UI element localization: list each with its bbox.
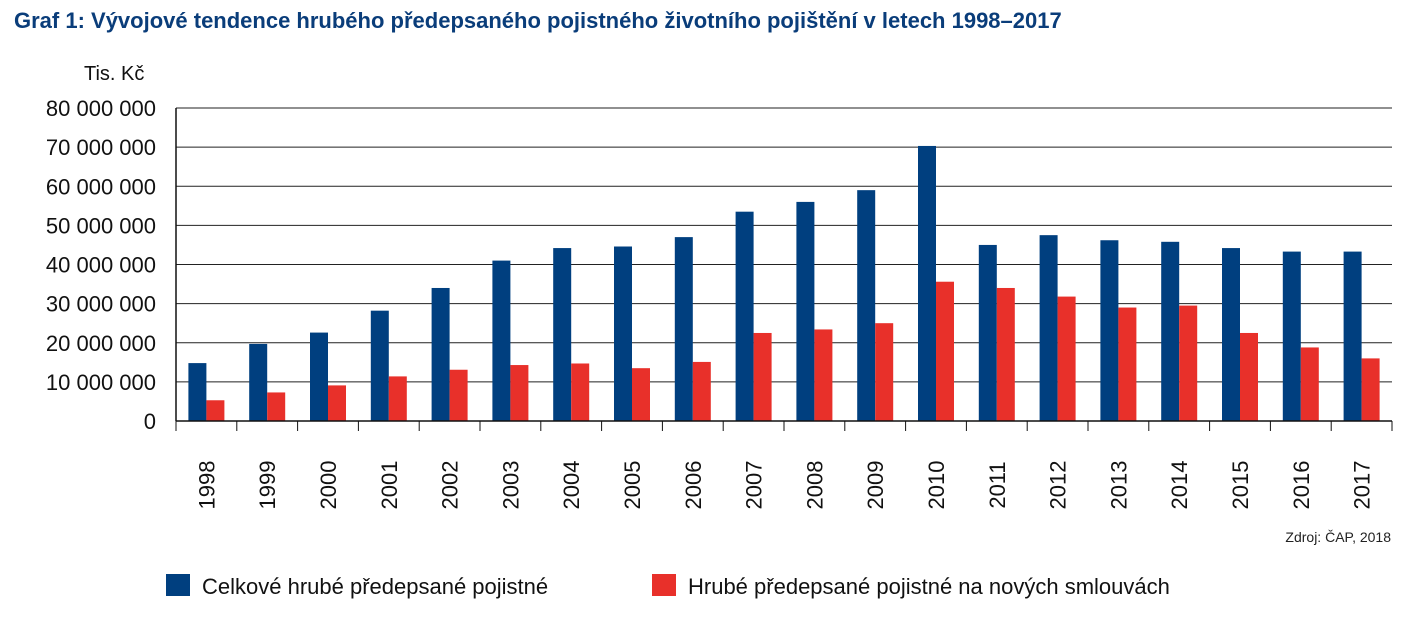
- bar-new-2005: [632, 368, 650, 421]
- bar-total-2013: [1100, 240, 1119, 421]
- y-tick-label: 20 000 000: [46, 331, 156, 356]
- legend-swatch: [652, 574, 676, 596]
- y-tick-label: 70 000 000: [46, 135, 156, 160]
- bar-new-1999: [267, 392, 286, 421]
- bar-total-2008: [796, 201, 815, 421]
- bar-new-2002: [449, 369, 468, 421]
- chart-title: Graf 1: Vývojové tendence hrubého předep…: [14, 8, 1062, 33]
- bar-total-1998: [188, 363, 207, 421]
- axes: 0 10 000 000 20 000 000 30 000 000 40 000 00…: [46, 96, 1393, 510]
- bar-total-2012: [1039, 235, 1058, 421]
- bar-total-2006: [674, 237, 693, 421]
- bar-new-2011: [996, 287, 1015, 421]
- bar-total-2015: [1222, 248, 1240, 421]
- bar-new-2013: [1118, 307, 1137, 421]
- bar-total-2016: [1282, 251, 1301, 421]
- bar-new-2007: [753, 332, 772, 421]
- bar-new-2014: [1179, 305, 1198, 421]
- bar-new-2001: [388, 376, 407, 421]
- y-tick-label: 30 000 000: [46, 292, 156, 317]
- x-tick-label: 1999: [255, 461, 280, 510]
- y-tick-label: 0: [144, 409, 156, 434]
- x-tick-label: 2004: [559, 461, 584, 510]
- y-tick-label: 80 000 000: [46, 96, 156, 121]
- source-note: Zdroj: ČAP, 2018: [1285, 529, 1391, 545]
- y-tick-label: 50 000 000: [46, 213, 156, 238]
- bar-total-2005: [614, 246, 632, 421]
- x-tick-label: 2006: [681, 461, 706, 510]
- x-tick-label: 2009: [863, 461, 888, 510]
- bar-total-2007: [735, 211, 754, 421]
- bar-new-2004: [571, 363, 590, 421]
- x-tick-label: 2011: [985, 461, 1010, 508]
- bar-total-2004: [553, 248, 572, 421]
- bar-new-2012: [1057, 296, 1076, 421]
- x-tick-label: 1998: [194, 461, 219, 510]
- y-tick-label: 10 000 000: [46, 370, 156, 395]
- bar-new-1998: [206, 400, 225, 421]
- bar-total-2002: [431, 287, 450, 421]
- bar-total-2017: [1343, 251, 1362, 421]
- x-tick-label: 2013: [1106, 461, 1131, 510]
- x-tick-label: 2001: [377, 461, 402, 510]
- bar-new-2008: [814, 329, 833, 421]
- bar-total-2011: [978, 244, 997, 421]
- bar-total-2001: [370, 310, 389, 421]
- bar-new-2006: [692, 361, 711, 421]
- y-tick-label: 40 000 000: [46, 253, 156, 278]
- x-tick-label: 2017: [1350, 461, 1375, 510]
- bar-new-2009: [875, 323, 894, 421]
- x-tick-label: 2014: [1167, 461, 1192, 510]
- bar-new-2003: [510, 365, 529, 421]
- gridlines: [176, 107, 1392, 383]
- x-tick-label: 2002: [438, 461, 463, 510]
- x-tick-label: 2005: [620, 461, 645, 510]
- x-tick-label: 2000: [316, 461, 341, 510]
- legend: Celkové hrubé předepsané pojistné Hrubé p…: [166, 574, 1170, 599]
- bar-new-2000: [328, 385, 346, 421]
- x-tick-label: 2008: [802, 461, 827, 510]
- bar-total-1999: [249, 343, 268, 421]
- bar-total-2000: [310, 332, 328, 421]
- bar-total-2014: [1161, 241, 1180, 421]
- bar-new-2017: [1361, 358, 1380, 421]
- bar-new-2010: [936, 281, 954, 421]
- x-tick-label: 2015: [1228, 461, 1253, 510]
- bar-new-2016: [1300, 347, 1319, 421]
- x-tick-label: 2012: [1046, 461, 1071, 510]
- y-axis-unit-label: Tis. Kč: [84, 63, 144, 85]
- bar-total-2010: [918, 145, 936, 422]
- legend-label: Celkové hrubé předepsané pojistné: [202, 574, 548, 599]
- bar-total-2003: [492, 260, 511, 421]
- legend-label: Hrubé předepsané pojistné na nových smlo…: [688, 574, 1170, 599]
- bar-total-2009: [857, 190, 876, 421]
- bar-new-2015: [1240, 332, 1258, 421]
- x-tick-label: 2003: [498, 461, 523, 510]
- legend-swatch: [166, 574, 190, 596]
- x-tick-label: 2016: [1289, 461, 1314, 510]
- x-tick-label: 2007: [742, 461, 767, 510]
- bars: [188, 145, 1380, 422]
- y-tick-label: 60 000 000: [46, 174, 156, 199]
- x-tick-label: 2010: [924, 461, 949, 510]
